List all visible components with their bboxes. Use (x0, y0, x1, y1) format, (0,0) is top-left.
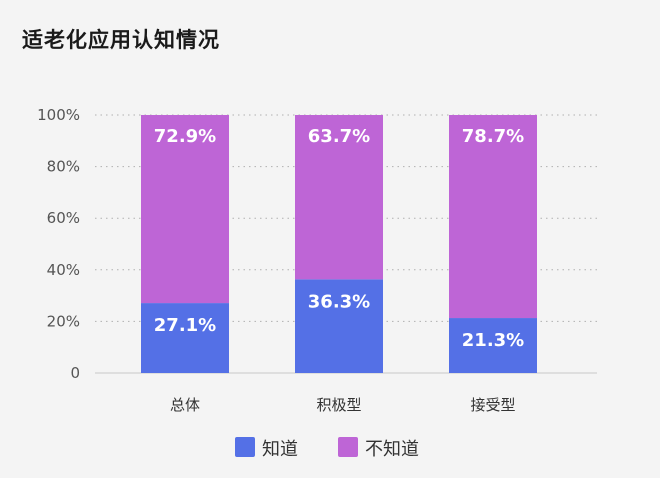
bar-segment-know (295, 279, 383, 373)
x-category-label: 总体 (170, 396, 200, 414)
chart-title: 适老化应用认知情况 (22, 28, 220, 52)
data-label: 27.1% (154, 315, 216, 336)
data-label: 36.3% (308, 291, 370, 312)
y-tick-label: 60% (47, 209, 80, 227)
legend-swatch (338, 437, 358, 457)
bar-segment-not-know (295, 115, 383, 280)
data-label: 72.9% (154, 126, 216, 147)
legend-label: 知道 (262, 439, 298, 460)
bar-segment-know (141, 303, 229, 373)
legend-label: 不知道 (365, 439, 419, 460)
data-label: 63.7% (308, 126, 370, 147)
data-label: 21.3% (462, 330, 524, 351)
y-tick-label: 100% (37, 106, 80, 124)
y-tick-label: 0 (70, 364, 80, 382)
y-tick-label: 40% (47, 261, 80, 279)
x-category-label: 积极型 (316, 396, 361, 414)
data-label: 78.7% (462, 126, 524, 147)
legend-swatch (235, 437, 255, 457)
x-category-label: 接受型 (470, 396, 515, 414)
bar-segment-not-know (449, 115, 537, 319)
bar-segment-know (449, 318, 537, 373)
bar-segment-not-know (141, 115, 229, 304)
y-tick-label: 20% (47, 312, 80, 330)
y-tick-label: 80% (47, 158, 80, 176)
